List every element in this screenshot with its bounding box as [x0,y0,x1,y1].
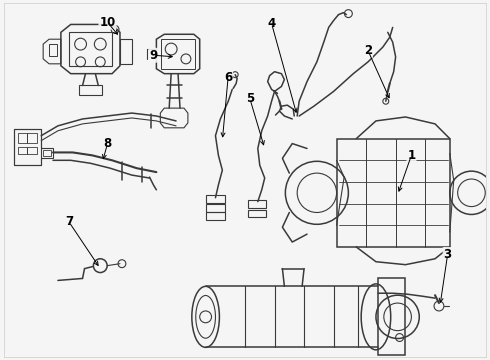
Text: 1: 1 [407,149,416,162]
Text: 2: 2 [364,44,372,57]
Bar [27,133,37,143]
Bar [27,147,37,154]
Text: 8: 8 [103,138,112,150]
Text: 6: 6 [224,71,232,84]
Bar [248,210,266,217]
Bar [248,200,266,208]
Bar [206,195,225,203]
Bar [14,129,41,165]
Text: 10: 10 [99,16,116,29]
Text: 9: 9 [149,49,157,62]
Bar [161,39,195,69]
Bar [69,32,112,66]
Bar [18,133,27,143]
Bar [78,85,102,95]
Text: 5: 5 [245,92,254,105]
Text: 4: 4 [268,17,276,30]
Text: 3: 3 [443,248,452,261]
Text: 7: 7 [65,215,73,228]
Bar [206,212,225,220]
Bar [206,204,225,212]
Bar [18,147,27,154]
Bar [43,150,51,156]
Bar [49,44,57,56]
Bar [337,139,450,247]
